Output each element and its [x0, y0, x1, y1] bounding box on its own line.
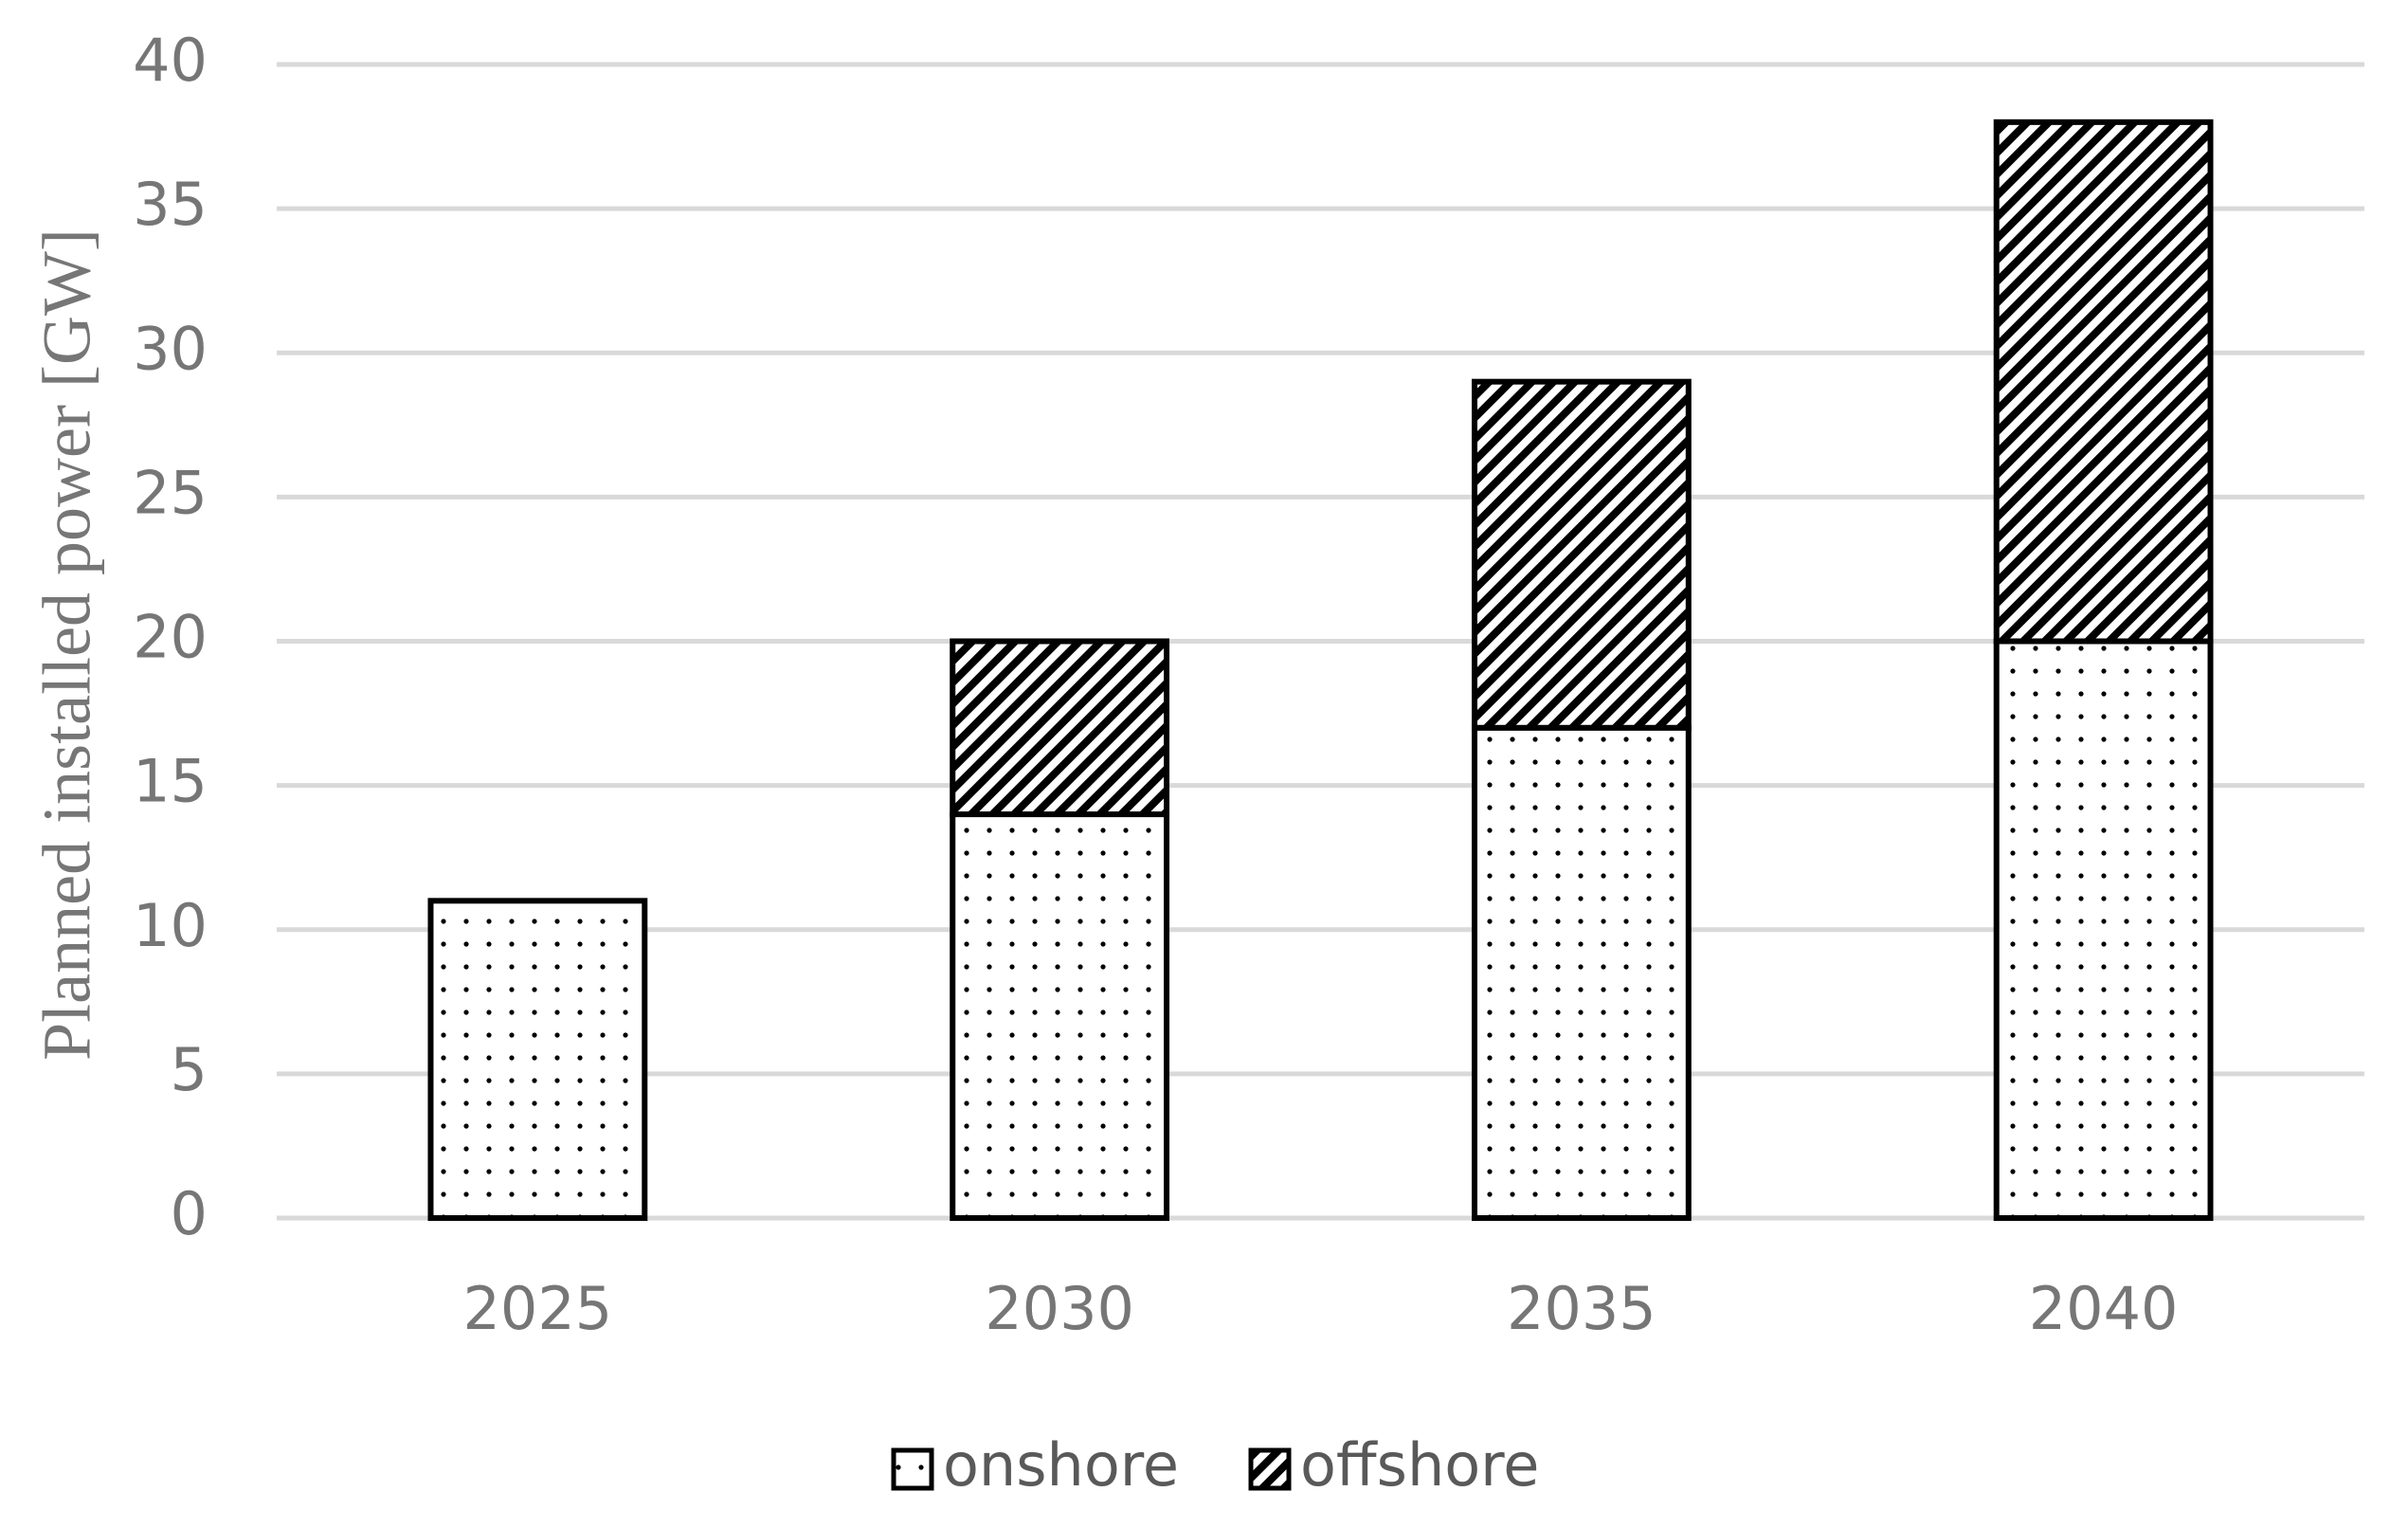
y-tick-label: 5 [171, 1035, 208, 1104]
y-tick-label: 30 [133, 314, 208, 383]
y-tick-label: 15 [133, 747, 208, 816]
y-tick-label: 35 [133, 170, 208, 239]
legend-swatch [1248, 1447, 1292, 1491]
y-tick-label: 0 [171, 1179, 208, 1248]
y-tick-label: 40 [133, 26, 208, 95]
legend-label: offshore [1300, 1430, 1539, 1500]
bar-segment [950, 638, 1170, 818]
bar-segment [1993, 638, 2214, 1221]
bar-segment [1471, 378, 1692, 731]
y-tick-label: 25 [133, 458, 208, 527]
x-tick-label: 2025 [462, 1274, 612, 1343]
bar-segment [1993, 118, 2214, 645]
legend-swatch [891, 1447, 934, 1491]
bar-segment [427, 898, 648, 1221]
y-tick-label: 20 [133, 603, 208, 672]
legend-label: onshore [943, 1430, 1179, 1500]
x-tick-label: 2030 [985, 1274, 1134, 1343]
bar-segment [1471, 724, 1692, 1221]
bar-segment [950, 811, 1170, 1221]
x-tick-label: 2035 [1507, 1274, 1657, 1343]
y-axis-label: Planned installed power [GW] [29, 228, 105, 1061]
x-tick-label: 2040 [2029, 1274, 2179, 1343]
y-tick-label: 10 [133, 891, 208, 960]
